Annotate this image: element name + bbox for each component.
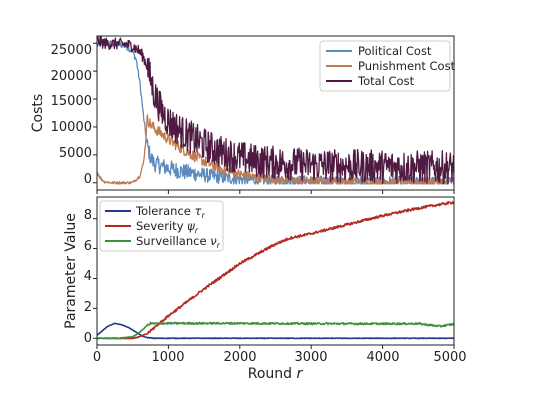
tolerance-line bbox=[97, 322, 454, 340]
legend-label-punishment-cost: Punishment Cost bbox=[358, 59, 456, 73]
param-ytick-label-0: 0 bbox=[84, 331, 92, 346]
costs-axes-frame bbox=[96, 35, 455, 191]
parameters-x-ticks bbox=[96, 345, 455, 349]
legend-label-surveillance: Surveillance νr bbox=[136, 234, 221, 250]
costs-legend-box bbox=[319, 40, 451, 92]
costs-ytick-label-0: 0 bbox=[84, 172, 92, 187]
costs-panel: 0 5000 10000 15000 20000 25000 Costs Pol… bbox=[30, 35, 456, 194]
legend-severity-symbol: ψ bbox=[187, 219, 195, 233]
costs-ytick-label-15000: 15000 bbox=[51, 94, 92, 109]
costs-x-ticks bbox=[96, 190, 455, 194]
x-axis-label: Round r bbox=[248, 366, 304, 382]
costs-ytick-label-20000: 20000 bbox=[51, 69, 92, 84]
xtick-label-1000: 1000 bbox=[151, 350, 184, 365]
legend-surveillance-subscript: r bbox=[217, 241, 221, 250]
parameters-legend-box bbox=[99, 200, 224, 252]
parameter-lines bbox=[97, 201, 454, 340]
param-ytick-label-6: 6 bbox=[84, 239, 92, 254]
xtick-label-4000: 4000 bbox=[366, 350, 399, 365]
legend-tolerance-symbol: τ bbox=[195, 204, 202, 218]
parameters-y-ticks bbox=[93, 218, 97, 339]
parameters-panel: 0 1000 2000 3000 4000 5000 0 2 4 6 8 Par… bbox=[63, 196, 467, 382]
param-ytick-label-2: 2 bbox=[84, 300, 92, 315]
costs-y-axis-label: Costs bbox=[30, 94, 46, 132]
param-ytick-label-4: 4 bbox=[84, 269, 92, 284]
param-ytick-label-8: 8 bbox=[84, 208, 92, 223]
total-cost-line bbox=[97, 36, 454, 185]
severity-line bbox=[97, 201, 454, 340]
costs-ytick-label-10000: 10000 bbox=[51, 120, 92, 135]
parameters-y-axis-label: Parameter Value bbox=[63, 213, 79, 329]
legend-tolerance-text: Tolerance bbox=[135, 204, 191, 218]
x-axis-label-text: Round bbox=[248, 366, 292, 382]
costs-y-ticks bbox=[93, 42, 97, 184]
costs-lines bbox=[97, 36, 454, 185]
costs-legend: Political Cost Punishment Cost Total Cos… bbox=[319, 40, 456, 92]
legend-severity-text: Severity bbox=[136, 219, 184, 233]
surveillance-line bbox=[97, 321, 454, 340]
xtick-label-5000: 5000 bbox=[433, 350, 466, 365]
legend-surveillance-text: Surveillance bbox=[136, 234, 207, 248]
legend-severity-subscript: r bbox=[195, 226, 199, 235]
legend-label-tolerance: Tolerance τr bbox=[135, 204, 205, 220]
xtick-label-2000: 2000 bbox=[223, 350, 256, 365]
costs-ytick-label-5000: 5000 bbox=[59, 146, 92, 161]
costs-ytick-label-25000: 25000 bbox=[51, 43, 92, 58]
parameters-legend: Tolerance τr Severity ψr Surveillance νr bbox=[99, 200, 224, 252]
legend-label-severity: Severity ψr bbox=[136, 219, 199, 235]
legend-label-political-cost: Political Cost bbox=[358, 44, 432, 58]
legend-label-total-cost: Total Cost bbox=[357, 74, 415, 88]
xtick-label-0: 0 bbox=[93, 350, 101, 365]
xtick-label-3000: 3000 bbox=[294, 350, 327, 365]
legend-tolerance-subscript: r bbox=[201, 211, 205, 220]
parameters-axes-frame bbox=[96, 196, 455, 346]
x-axis-label-var: r bbox=[296, 366, 303, 382]
punishment-cost-line bbox=[97, 114, 454, 185]
legend-surveillance-symbol: ν bbox=[210, 234, 217, 248]
